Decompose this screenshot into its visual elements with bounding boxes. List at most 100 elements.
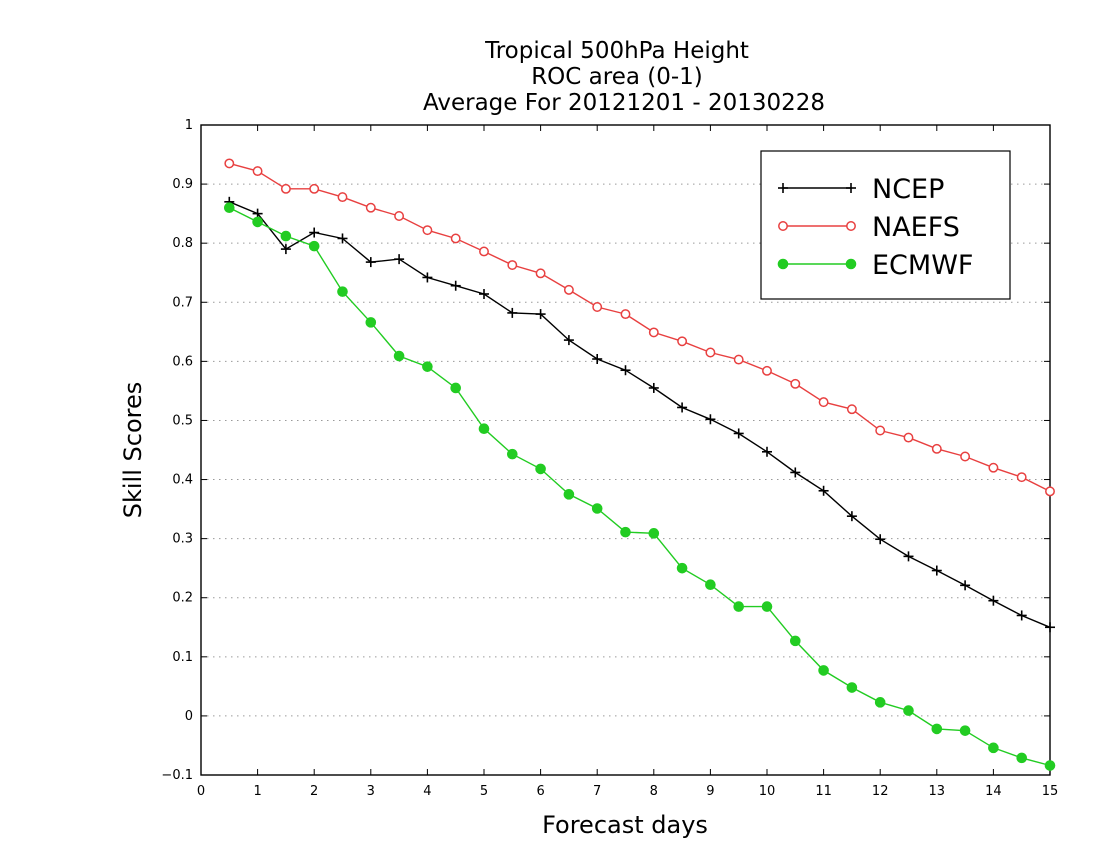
data-point-naefs: [1045, 486, 1055, 497]
y-tick-label: 0.3: [172, 532, 193, 547]
data-point-ncep: [479, 289, 489, 299]
data-point-ecmwf: [224, 202, 235, 214]
data-point-naefs: [790, 378, 801, 389]
chart-title-line-2: ROC area (0-1): [531, 64, 703, 90]
legend-entry-ncep: NCEP: [778, 174, 944, 205]
data-point-ecmwf: [733, 601, 745, 612]
data-point-naefs: [592, 302, 603, 312]
chart-title-line-3: Average For 20121201 - 20130228: [423, 90, 825, 116]
y-tick-label: 0.7: [172, 295, 193, 310]
x-tick-label: 6: [536, 784, 544, 799]
legend-marker-ecmwf: [777, 258, 789, 270]
data-point-ncep: [450, 280, 461, 291]
data-point-ncep: [648, 382, 659, 393]
x-tick-label: 5: [480, 784, 488, 799]
data-point-ncep: [620, 365, 631, 376]
y-tick-label: 0.5: [172, 413, 193, 428]
plot-frame: [200, 124, 1051, 776]
data-point-naefs: [818, 397, 829, 408]
data-point-ecmwf: [818, 665, 829, 676]
data-point-ecmwf: [846, 682, 858, 693]
x-tick-label: 10: [759, 784, 776, 799]
y-tick-label: 0.1: [172, 650, 193, 665]
data-point-ecmwf: [591, 503, 603, 514]
legend-marker-ncep: [846, 183, 856, 193]
y-tick-label: 0.2: [172, 591, 193, 606]
legend-marker-naefs: [778, 221, 788, 231]
data-point-naefs: [846, 404, 857, 415]
y-axis-ticks: −0.1 0 0.1 0.2 0.3 0.4 0.5 0.6 0.7 0.8 0.9 1: [161, 118, 1050, 783]
data-point-ecmwf: [365, 317, 377, 328]
data-point-ncep: [705, 414, 716, 425]
data-point-naefs: [875, 425, 886, 436]
data-point-naefs: [1016, 472, 1027, 483]
data-point-naefs: [394, 211, 405, 221]
series-layer: [224, 158, 1056, 771]
legend-marker-naefs: [846, 221, 856, 231]
data-point-ncep: [1016, 610, 1027, 621]
series-line-naefs: [229, 162, 1051, 493]
data-point-naefs: [762, 365, 772, 376]
data-point-ncep: [988, 595, 999, 606]
data-point-ncep: [563, 335, 574, 346]
x-tick-label: 12: [872, 784, 889, 799]
data-point-naefs: [507, 260, 518, 270]
data-point-ecmwf: [280, 230, 292, 242]
y-axis-label: Skill Scores: [119, 382, 147, 519]
data-point-ecmwf: [1044, 760, 1056, 771]
data-point-ecmwf: [931, 723, 943, 735]
series-ecmwf: [224, 202, 1056, 771]
legend-label-ecmwf: ECMWF: [872, 250, 973, 281]
data-point-naefs: [677, 336, 688, 347]
data-point-ecmwf: [1016, 752, 1028, 764]
data-point-ncep: [960, 580, 971, 591]
data-point-ncep: [790, 467, 801, 478]
data-point-ncep: [762, 446, 772, 457]
legend-entry-ecmwf: ECMWF: [777, 250, 973, 281]
series-line-ecmwf: [228, 207, 1051, 767]
x-tick-label: 13: [929, 784, 946, 799]
data-point-ecmwf: [337, 286, 348, 297]
data-point-ncep: [846, 511, 857, 522]
data-point-naefs: [903, 432, 914, 443]
data-point-ecmwf: [620, 526, 631, 538]
y-tick-label: 0.6: [172, 354, 193, 369]
legend-label-ncep: NCEP: [872, 174, 944, 205]
data-point-naefs: [960, 451, 971, 462]
data-point-ecmwf: [676, 562, 688, 574]
data-point-ncep: [903, 551, 914, 562]
data-point-ecmwf: [252, 216, 263, 228]
data-point-ecmwf: [988, 742, 999, 754]
data-point-ecmwf: [535, 463, 546, 475]
data-point-ecmwf: [422, 361, 433, 372]
data-point-ncep: [422, 272, 433, 283]
data-point-ncep: [818, 485, 829, 496]
data-point-naefs: [563, 284, 574, 295]
x-tick-label: 1: [253, 784, 261, 799]
data-point-ecmwf: [903, 705, 914, 716]
data-point-naefs: [365, 202, 376, 213]
data-point-naefs: [648, 327, 659, 338]
data-point-ecmwf: [308, 240, 320, 252]
data-point-ncep: [875, 534, 886, 545]
data-point-naefs: [620, 309, 631, 320]
x-axis-ticks: 0 1 2 3 4 5 6 7 8 9 10 11 12 13 14 15: [197, 125, 1058, 799]
data-point-naefs: [479, 246, 489, 257]
data-point-ncep: [309, 227, 320, 238]
x-tick-label: 7: [593, 784, 601, 799]
data-point-ncep: [733, 428, 744, 439]
data-point-ncep: [280, 244, 291, 255]
y-tick-label: 0.4: [172, 473, 193, 488]
x-tick-label: 9: [706, 784, 714, 799]
data-point-ncep: [337, 233, 348, 244]
data-point-naefs: [931, 443, 942, 454]
x-tick-label: 4: [423, 784, 431, 799]
data-point-ecmwf: [648, 528, 660, 539]
data-point-naefs: [422, 225, 433, 236]
legend-marker-ncep: [778, 183, 788, 193]
series-naefs: [224, 158, 1055, 497]
legend-entry-naefs: NAEFS: [778, 212, 960, 243]
data-point-ecmwf: [563, 489, 575, 500]
x-tick-label: 8: [650, 784, 658, 799]
